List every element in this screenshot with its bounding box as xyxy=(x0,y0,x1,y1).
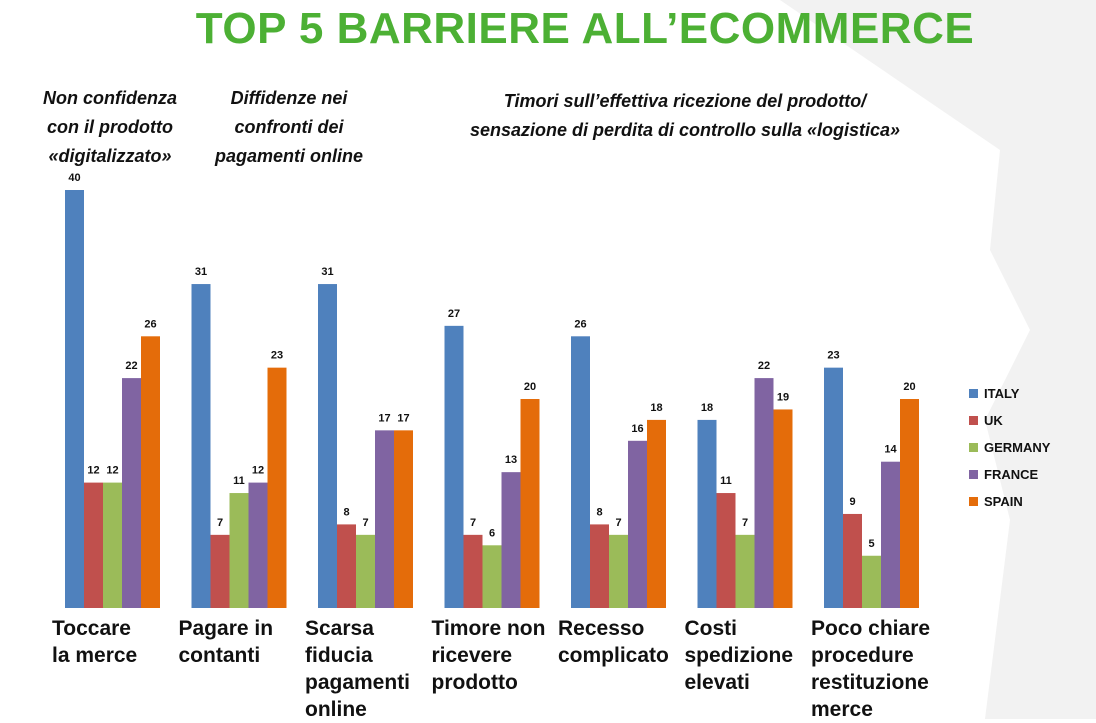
data-label-uk-4: 8 xyxy=(596,506,602,518)
data-label-italy-0: 40 xyxy=(68,172,80,184)
data-label-uk-1: 7 xyxy=(217,517,223,529)
data-label-germany-4: 7 xyxy=(615,517,621,529)
legend-swatch xyxy=(969,389,978,398)
legend-item-uk: UK xyxy=(969,407,1050,434)
data-label-germany-3: 6 xyxy=(489,527,495,539)
legend-label: UK xyxy=(984,413,1003,428)
bar-italy-2 xyxy=(318,284,337,608)
data-label-germany-1: 11 xyxy=(233,475,245,487)
bar-germany-5 xyxy=(735,534,755,608)
legend-item-spain: SPAIN xyxy=(969,488,1050,515)
data-label-uk-3: 7 xyxy=(470,517,476,529)
data-label-germany-6: 5 xyxy=(868,538,874,550)
data-label-france-5: 22 xyxy=(758,360,770,372)
data-label-uk-5: 11 xyxy=(720,475,732,487)
bar-uk-1 xyxy=(210,534,230,608)
data-label-france-3: 13 xyxy=(505,454,517,466)
data-label-germany-5: 7 xyxy=(742,517,748,529)
legend-item-germany: GERMANY xyxy=(969,434,1050,461)
data-label-france-2: 17 xyxy=(378,412,390,424)
legend-label: ITALY xyxy=(984,386,1020,401)
data-label-uk-0: 12 xyxy=(87,465,99,477)
bar-france-5 xyxy=(754,378,774,608)
data-label-italy-2: 31 xyxy=(321,266,333,278)
data-label-france-6: 14 xyxy=(884,444,897,456)
legend-item-italy: ITALY xyxy=(969,380,1050,407)
data-label-france-0: 22 xyxy=(125,360,137,372)
data-label-italy-6: 23 xyxy=(827,350,839,362)
bar-uk-6 xyxy=(843,513,862,608)
bar-spain-0 xyxy=(141,336,160,608)
data-label-italy-3: 27 xyxy=(448,308,460,320)
data-label-uk-6: 9 xyxy=(849,496,855,508)
legend-swatch xyxy=(969,470,978,479)
bar-italy-3 xyxy=(444,325,464,608)
chart-title: TOP 5 BARRIERE ALL’ECOMMERCE xyxy=(195,4,975,53)
bar-germany-2 xyxy=(356,534,375,608)
legend-label: SPAIN xyxy=(984,494,1023,509)
data-label-italy-5: 18 xyxy=(701,402,713,414)
data-label-spain-3: 20 xyxy=(524,381,536,393)
bar-spain-5 xyxy=(773,409,793,608)
legend-swatch xyxy=(969,443,978,452)
data-label-spain-0: 26 xyxy=(144,318,156,330)
legend-item-france: FRANCE xyxy=(969,461,1050,488)
data-label-italy-4: 26 xyxy=(574,318,586,330)
group-note-logistics: Timori sull’effettiva ricezione del prod… xyxy=(469,91,901,140)
legend-swatch xyxy=(969,497,978,506)
category-label-0: Toccare la merce xyxy=(52,617,138,667)
bar-italy-6 xyxy=(824,367,843,608)
group-note-payments: Diffidenze nei confronti dei pagamenti o… xyxy=(214,88,364,166)
bar-france-2 xyxy=(375,430,394,608)
category-label-2: Scarsa fiducia pagamenti online xyxy=(305,617,411,721)
category-label-1: Pagare in contanti xyxy=(178,617,274,667)
bar-italy-1 xyxy=(191,284,211,608)
bar-spain-4 xyxy=(647,419,666,608)
legend-swatch xyxy=(969,416,978,425)
category-label-5: Costi spedizione elevati xyxy=(684,617,794,694)
bar-germany-3 xyxy=(482,545,502,608)
bar-spain-2 xyxy=(394,430,413,608)
bar-italy-4 xyxy=(571,336,590,608)
group-note-product: Non confidenza con il prodotto «digitali… xyxy=(43,88,177,166)
data-label-spain-6: 20 xyxy=(903,381,915,393)
bar-uk-3 xyxy=(463,534,483,608)
bar-germany-6 xyxy=(862,555,881,608)
data-label-spain-1: 23 xyxy=(271,350,283,362)
legend: ITALY UK GERMANY FRANCE SPAIN xyxy=(969,380,1050,515)
bar-spain-1 xyxy=(267,367,287,608)
data-label-germany-0: 12 xyxy=(106,465,118,477)
legend-label: FRANCE xyxy=(984,467,1039,482)
category-label-6: Poco chiare procedure restituzione merce xyxy=(811,617,931,721)
category-label-4: Recesso complicato xyxy=(558,617,669,667)
data-label-spain-4: 18 xyxy=(650,402,662,414)
bar-france-0 xyxy=(122,378,141,608)
bar-france-1 xyxy=(248,482,268,608)
data-label-france-4: 16 xyxy=(631,423,643,435)
bar-spain-6 xyxy=(900,399,919,608)
bar-uk-2 xyxy=(337,524,356,608)
data-label-france-1: 12 xyxy=(252,465,264,477)
bar-germany-4 xyxy=(609,534,628,608)
bar-chart: 40 12 12 22 26 31 7 11 12 23 31 8 7 17 17 27 7 6 13 20 26 8 7 1… xyxy=(65,172,919,608)
bar-germany-1 xyxy=(229,493,249,608)
legend-label: GERMANY xyxy=(984,440,1051,455)
data-label-germany-2: 7 xyxy=(362,517,368,529)
data-label-italy-1: 31 xyxy=(195,266,207,278)
bar-uk-4 xyxy=(590,524,609,608)
data-label-spain-5: 19 xyxy=(777,391,789,403)
data-label-uk-2: 8 xyxy=(343,506,349,518)
category-label-3: Timore non ricevere prodotto xyxy=(431,617,546,694)
data-label-spain-2: 17 xyxy=(397,412,409,424)
bar-uk-5 xyxy=(716,493,736,608)
bar-france-6 xyxy=(881,461,900,608)
bar-italy-0 xyxy=(65,190,84,608)
bar-uk-0 xyxy=(84,482,103,608)
bar-france-3 xyxy=(501,472,521,608)
bar-italy-5 xyxy=(697,419,717,608)
bar-france-4 xyxy=(628,440,647,608)
bar-germany-0 xyxy=(103,482,122,608)
bar-spain-3 xyxy=(520,399,540,608)
